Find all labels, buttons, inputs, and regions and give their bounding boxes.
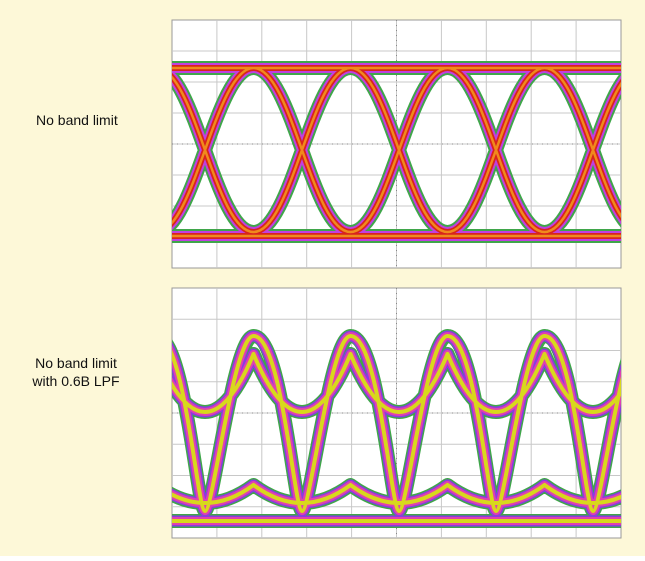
panel-label: No band limit <box>35 355 117 371</box>
panel-label: No band limit <box>36 112 118 128</box>
panel-label: with 0.6B LPF <box>31 373 119 389</box>
